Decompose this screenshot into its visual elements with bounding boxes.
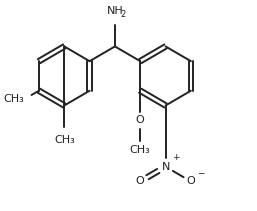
Text: CH₃: CH₃ <box>3 94 24 104</box>
Text: +: + <box>172 153 179 162</box>
Text: O: O <box>187 176 195 187</box>
Text: O: O <box>136 115 145 125</box>
Text: −: − <box>197 169 204 178</box>
Text: CH₃: CH₃ <box>54 135 75 145</box>
Text: CH₃: CH₃ <box>130 145 151 155</box>
Text: NH: NH <box>107 6 123 16</box>
Text: N: N <box>161 162 170 172</box>
Text: 2: 2 <box>121 10 126 19</box>
Text: O: O <box>136 176 145 187</box>
